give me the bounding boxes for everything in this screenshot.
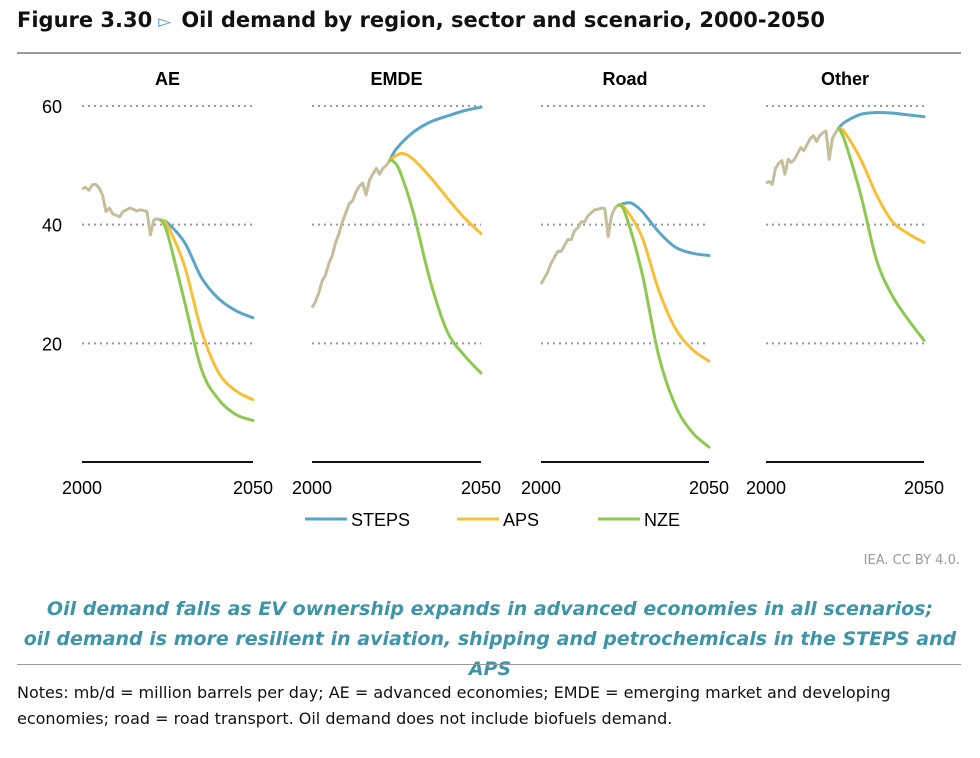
steps-line bbox=[159, 218, 255, 320]
figure-title: Figure 3.30 ▻ Oil demand by region, sector… bbox=[17, 8, 825, 32]
legend-item-nze: NZE bbox=[598, 510, 680, 530]
chart-area: AE 20 40 60 2000 2050 EMDE 2000 2050 Road 2000 2050… bbox=[42, 69, 944, 530]
aps-line bbox=[616, 203, 711, 363]
nze-line bbox=[616, 203, 711, 449]
x-tick-label: 2000 bbox=[521, 478, 561, 498]
x-tick-label: 2050 bbox=[461, 478, 501, 498]
panel-title: EMDE bbox=[370, 69, 422, 89]
nze-line bbox=[837, 126, 926, 342]
caption-line-2: oil demand is more resilient in aviation… bbox=[23, 628, 957, 680]
legend-label: APS bbox=[503, 510, 539, 530]
steps-line bbox=[388, 105, 483, 163]
x-tick-label: 2000 bbox=[62, 478, 102, 498]
y-tick-label: 20 bbox=[42, 334, 62, 354]
caption: Oil demand falls as EV ownership expands… bbox=[0, 594, 980, 684]
aps-line bbox=[388, 151, 483, 236]
historical-line bbox=[81, 182, 162, 237]
caption-line-1: Oil demand falls as EV ownership expands… bbox=[46, 598, 934, 620]
notes-divider bbox=[17, 664, 961, 665]
x-tick-label: 2000 bbox=[292, 478, 332, 498]
y-tick-label: 40 bbox=[42, 216, 62, 236]
panel-title: Other bbox=[821, 69, 869, 89]
legend-item-aps: APS bbox=[457, 510, 539, 530]
historical-line bbox=[539, 203, 620, 285]
steps-line bbox=[616, 201, 711, 258]
panel-title: Road bbox=[603, 69, 648, 89]
credit-text: IEA. CC BY 4.0. bbox=[863, 553, 960, 568]
aps-line bbox=[159, 218, 255, 402]
steps-line bbox=[837, 110, 926, 130]
x-tick-label: 2050 bbox=[904, 478, 944, 498]
figure-number: Figure 3.30 bbox=[17, 8, 153, 32]
title-divider bbox=[17, 52, 961, 54]
historical-line bbox=[310, 159, 391, 309]
x-tick-label: 2050 bbox=[689, 478, 729, 498]
panel-other: Other 2000 2050 bbox=[746, 69, 944, 498]
aps-line bbox=[837, 126, 926, 244]
historical-line bbox=[765, 127, 840, 186]
legend-label: NZE bbox=[644, 510, 680, 530]
panel-emde: EMDE 2000 2050 bbox=[292, 69, 501, 498]
panel-road: Road 2000 2050 bbox=[521, 69, 729, 498]
y-tick-label: 60 bbox=[42, 97, 62, 117]
legend-label: STEPS bbox=[351, 510, 410, 530]
legend-item-steps: STEPS bbox=[305, 510, 410, 530]
panel-title: AE bbox=[155, 69, 180, 89]
nze-line bbox=[388, 158, 483, 375]
nze-line bbox=[159, 218, 255, 422]
panel-ae: AE 20 40 60 2000 2050 bbox=[42, 69, 273, 498]
x-tick-label: 2000 bbox=[746, 478, 786, 498]
triangle-marker-icon: ▻ bbox=[158, 12, 172, 32]
notes: Notes: mb/d = million barrels per day; A… bbox=[17, 683, 891, 728]
figure-title-text: Oil demand by region, sector and scenari… bbox=[181, 8, 826, 32]
x-tick-label: 2050 bbox=[233, 478, 273, 498]
